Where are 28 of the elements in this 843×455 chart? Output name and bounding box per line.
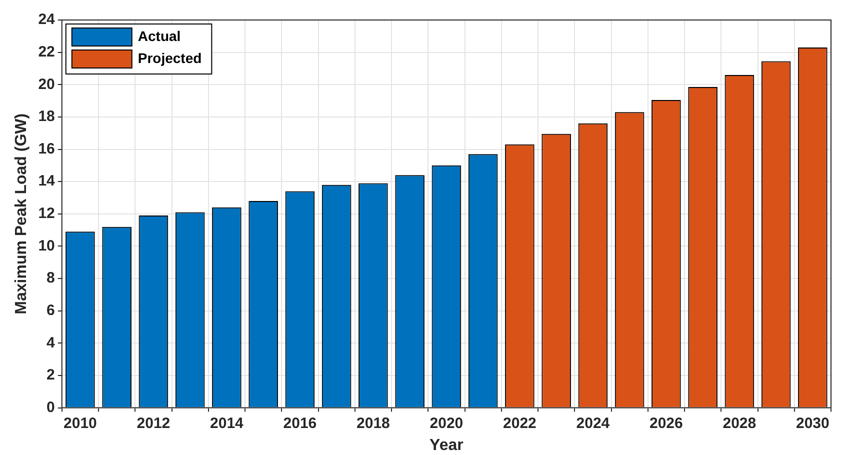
y-tick-label: 2 bbox=[46, 366, 55, 384]
x-tick-label: 2024 bbox=[576, 414, 610, 432]
x-tick-label: 2014 bbox=[210, 414, 244, 432]
y-tick-label: 4 bbox=[46, 334, 56, 352]
x-tick-label: 2012 bbox=[136, 414, 170, 432]
y-tick-label: 0 bbox=[46, 398, 55, 416]
x-tick-label: 2030 bbox=[796, 414, 830, 432]
x-tick-label: 2020 bbox=[430, 414, 464, 432]
y-tick-label: 24 bbox=[38, 11, 56, 28]
x-tick-label: 2010 bbox=[64, 414, 97, 432]
x-tick-label: 2026 bbox=[650, 414, 683, 432]
x-tick-label: 2018 bbox=[356, 414, 390, 432]
x-axis-title: Year bbox=[430, 436, 464, 454]
y-tick-label: 18 bbox=[38, 108, 55, 126]
y-tick-label: 8 bbox=[46, 270, 55, 287]
y-axis-title: Maximum Peak Load (GW) bbox=[13, 113, 30, 314]
y-tick-label: 22 bbox=[38, 43, 55, 60]
y-tick-label: 20 bbox=[38, 76, 55, 93]
x-tick-label: 2028 bbox=[722, 414, 756, 432]
y-tick-label: 12 bbox=[38, 205, 55, 222]
y-tick-label: 10 bbox=[38, 237, 55, 254]
y-tick-label: 16 bbox=[38, 140, 55, 158]
x-tick-label: 2016 bbox=[283, 414, 317, 432]
x-tick-label: 2022 bbox=[503, 414, 536, 432]
y-tick-label: 14 bbox=[38, 172, 56, 190]
legend-label: Actual bbox=[138, 28, 181, 44]
legend-label: Projected bbox=[138, 50, 202, 66]
y-tick-label: 6 bbox=[46, 302, 55, 319]
